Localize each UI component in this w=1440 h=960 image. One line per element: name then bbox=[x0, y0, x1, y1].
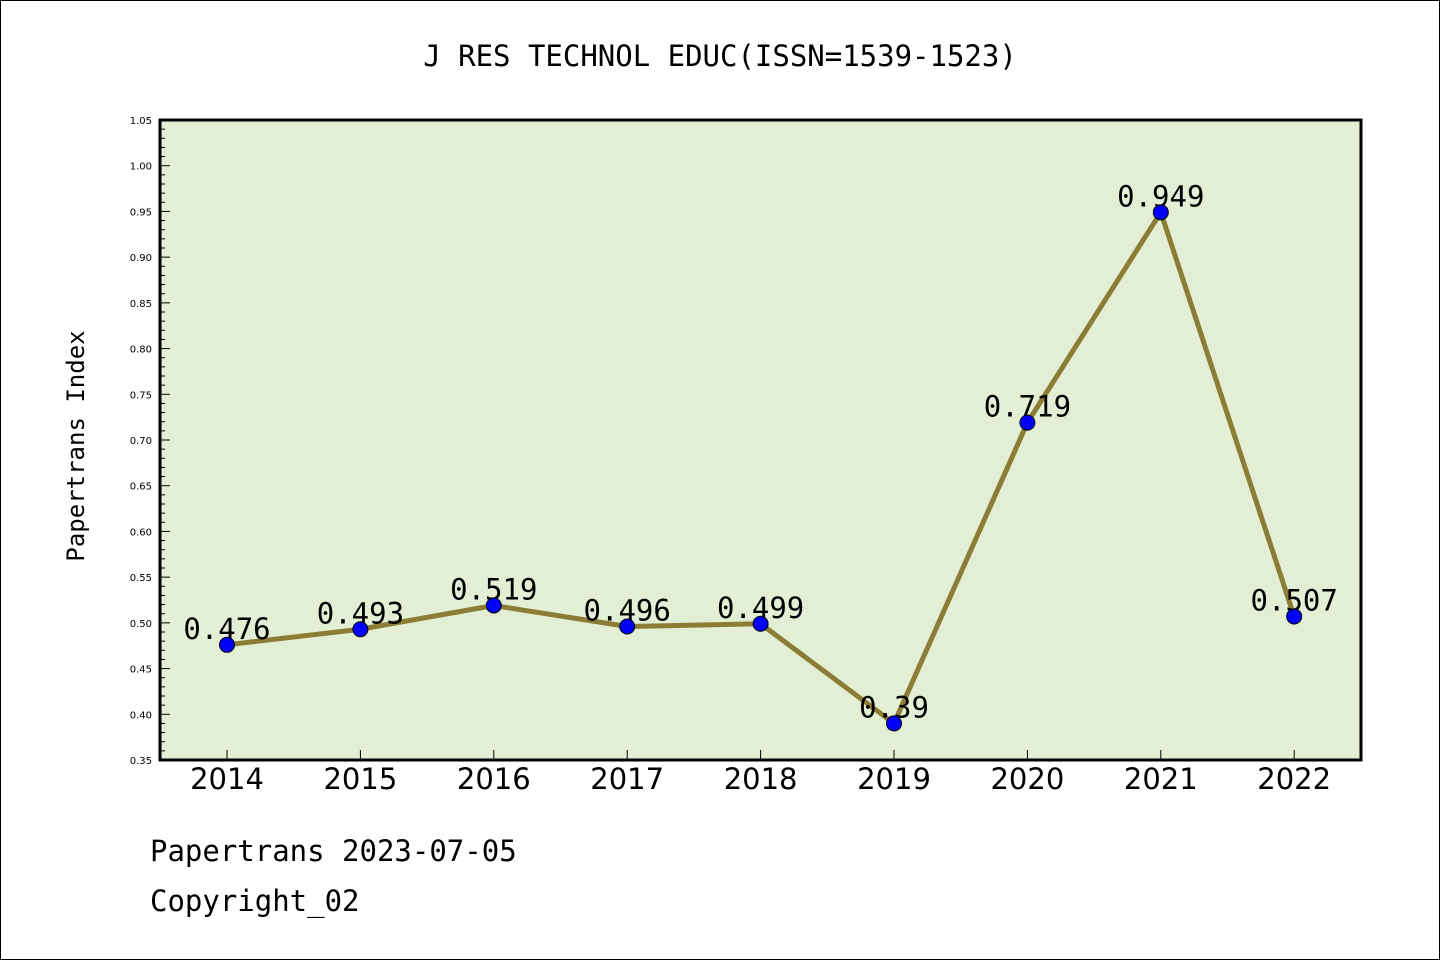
y-tick-label: 0.70 bbox=[130, 436, 152, 447]
y-tick-label: 0.90 bbox=[130, 253, 152, 264]
footer-date-text: Papertrans 2023-07-05 bbox=[150, 834, 517, 868]
plot-area bbox=[160, 120, 1361, 760]
data-point bbox=[1286, 608, 1303, 625]
x-tick-label: 2015 bbox=[323, 762, 397, 796]
data-point bbox=[619, 618, 636, 635]
y-tick-label: 0.85 bbox=[130, 299, 152, 310]
data-point bbox=[485, 597, 502, 614]
y-tick-label: 1.05 bbox=[130, 116, 152, 127]
y-tick-label: 0.45 bbox=[130, 665, 152, 676]
x-tick-label: 2016 bbox=[457, 762, 531, 796]
y-tick-label: 1.00 bbox=[130, 162, 152, 173]
y-tick-label: 0.80 bbox=[130, 345, 152, 356]
footer-copyright-text: Copyright_02 bbox=[150, 884, 360, 918]
x-tick-label: 2022 bbox=[1257, 762, 1331, 796]
y-tick-label: 0.35 bbox=[130, 756, 152, 767]
x-tick-label: 2018 bbox=[724, 762, 798, 796]
data-point bbox=[752, 615, 769, 632]
x-axis-ticks: 2014 2015 2016 2017 2018 2019 2020 2021 2022 bbox=[190, 750, 1331, 796]
x-tick-label: 2020 bbox=[990, 762, 1064, 796]
x-tick-label: 2019 bbox=[857, 762, 931, 796]
y-axis-label: Papertrans Index bbox=[62, 330, 90, 561]
x-tick-label: 2014 bbox=[190, 762, 264, 796]
y-tick-label: 0.50 bbox=[130, 619, 152, 630]
plot-border bbox=[158, 118, 1363, 762]
data-point bbox=[352, 621, 369, 638]
y-tick-label: 0.60 bbox=[130, 527, 152, 538]
y-tick-label: 0.75 bbox=[130, 390, 152, 401]
data-point bbox=[1152, 204, 1169, 221]
chart-title: J RES TECHNOL EDUC(ISSN=1539-1523) bbox=[423, 39, 1017, 73]
y-tick-label: 0.55 bbox=[130, 573, 152, 584]
y-tick-label: 0.40 bbox=[130, 710, 152, 721]
x-tick-label: 2021 bbox=[1124, 762, 1198, 796]
y-tick-label: 0.95 bbox=[130, 207, 152, 218]
x-tick-label: 2017 bbox=[590, 762, 664, 796]
y-tick-label: 0.65 bbox=[130, 482, 152, 493]
data-point bbox=[886, 715, 902, 732]
data-point bbox=[1019, 414, 1036, 431]
data-point bbox=[219, 636, 235, 653]
